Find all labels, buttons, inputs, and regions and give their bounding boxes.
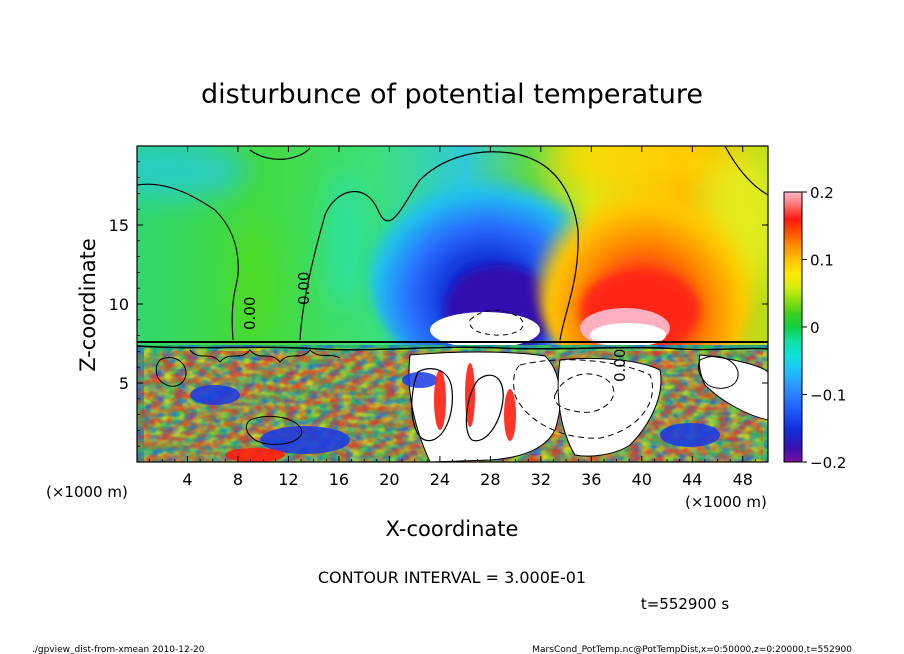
positive-anomaly [535,155,755,395]
footer-right: MarsCond_PotTemp.nc@PotTempDist,x=0:5000… [532,645,852,654]
contour-zero-mid [299,151,579,341]
contour-lines [137,146,768,445]
contour-interval: CONTOUR INTERVAL = 3.000E-01 [318,568,586,587]
x-tick-label: 36 [581,470,601,489]
contour-label: 0.00 [241,297,259,330]
footer-left: ./gpview_dist-from-xmean 2010-12-20 [32,645,205,654]
colorbar-ticks: 0.2 0.1 0 −0.1 −0.2 [802,184,846,472]
layer-boundary-2 [137,345,768,351]
x-tick-label: 4 [182,470,192,489]
x-unit-left: (×1000 m) [46,483,128,501]
heatmap-field [137,146,768,462]
contour-zero-right [724,146,768,196]
x-tick-label: 24 [430,470,450,489]
contour-label: 0.00 [611,349,629,382]
upper-left-green-streak [233,230,277,340]
x-unit-right: (×1000 m) [685,493,767,511]
solid-cell-4 [697,356,739,389]
solid-cell-2 [465,374,504,442]
x-tick-label: 20 [379,470,399,489]
colorbar-tick-label: 0.1 [810,252,834,270]
x-tick-label: 16 [329,470,349,489]
colorbar-tick-label: −0.1 [810,387,846,405]
solid-cell-3 [155,357,187,387]
dashed-contour-2 [513,359,654,439]
x-tick-label: 8 [233,470,243,489]
colorbar-tick-label: 0 [810,319,820,337]
lower-blue-cells [190,372,720,454]
time-label: t=552900 s [641,595,729,613]
solid-cell-5 [245,415,303,445]
contour-zero-top [249,147,311,160]
y-tick-label: 5 [119,374,129,393]
x-tick-label: 44 [682,470,702,489]
x-tick-label: 48 [733,470,753,489]
upper-mid-plume [327,170,363,310]
contour-label: 0.00 [295,272,313,305]
colorbar-fill [783,191,803,463]
x-tick-label: 40 [632,470,652,489]
colorbar-tick-label: −0.2 [810,454,846,472]
contour-zero-left [137,183,239,341]
wavy-band [189,349,341,363]
colorbar-tick-label: 0.2 [810,184,834,202]
x-tick-label: 28 [480,470,500,489]
dashed-contour-1 [554,373,615,413]
x-axis-label: X-coordinate [386,517,519,541]
y-tick-label: 10 [109,295,129,314]
colorbar: 0.2 0.1 0 −0.1 −0.2 [783,184,846,472]
y-tick-label: 15 [109,216,129,235]
chart-title: disturbunce of potential temperature [201,79,703,110]
solid-cell-1 [411,368,453,442]
y-axis-label: Z-coordinate [76,238,100,372]
x-tick-label: 12 [278,470,298,489]
x-tick-label: 32 [531,470,551,489]
lower-white-cells [408,351,768,462]
contour-labels: 0.00 0.00 0.00 [241,272,629,382]
